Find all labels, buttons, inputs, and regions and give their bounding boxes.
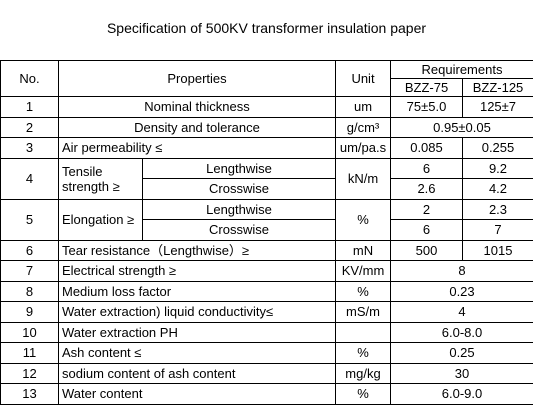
unit-cell: um <box>335 96 391 118</box>
value-cell: 30 <box>390 362 533 384</box>
property-cell: sodium content of ash content <box>58 362 336 384</box>
number-cell: 4 <box>0 157 59 200</box>
value-cell: 0.95±0.05 <box>390 116 533 138</box>
value-cell: 6 <box>390 219 463 241</box>
property-cell: Tensile strength ≥ <box>58 157 143 200</box>
direction-cell: Lengthwise <box>142 198 336 220</box>
number-cell: 10 <box>0 321 59 343</box>
table-row: 4 Tensile strength ≥ Lengthwise kN/m 6 9.2 <box>0 157 533 200</box>
table-row: 10 Water extraction PH 6.0-8.0 <box>0 321 533 343</box>
value-cell: 6.0-9.0 <box>390 383 533 405</box>
value-cell: 7 <box>462 219 533 241</box>
property-cell: Nominal thickness <box>58 96 336 118</box>
value-cell: 2 <box>390 198 463 220</box>
title: Specification of 500KV transformer insul… <box>106 20 427 36</box>
value-cell: 8 <box>390 260 533 282</box>
header-cell: Requirements <box>390 60 533 79</box>
header-cell: No. <box>0 60 59 97</box>
unit-cell: KV/mm <box>335 260 391 282</box>
unit-cell: um/pa.s <box>335 137 391 159</box>
table-row: 11 Ash content ≤% 0.25 <box>0 342 533 364</box>
property-cell: Tear resistance（Lengthwise）≥ <box>58 239 336 261</box>
direction-cell: Lengthwise <box>142 157 336 179</box>
table-row: 1 Nominal thickness um 75±5.0 125±7 <box>0 96 533 118</box>
value-cell: 1015 <box>462 239 533 261</box>
number-cell: 5 <box>0 198 59 241</box>
direction-cell: Crosswise <box>142 219 336 241</box>
value-cell: 6.0-8.0 <box>390 321 533 343</box>
unit-cell: kN/m <box>335 157 391 200</box>
value-cell: 9.2 <box>462 157 533 179</box>
unit-cell: % <box>335 198 391 241</box>
property-cell: Density and tolerance <box>58 116 336 138</box>
unit-cell: mN <box>335 239 391 261</box>
number-cell: 8 <box>0 280 59 302</box>
property-cell: Water extraction) liquid conductivity≤ <box>58 301 336 323</box>
header-cell: BZZ-75 <box>390 78 463 97</box>
property-cell: Air permeability ≤ <box>58 137 336 159</box>
value-cell: 4.2 <box>462 178 533 200</box>
unit-cell <box>335 321 391 343</box>
number-cell: 3 <box>0 137 59 159</box>
value-cell: 0.25 <box>390 342 533 364</box>
unit-cell: % <box>335 342 391 364</box>
value-cell: 0.23 <box>390 280 533 302</box>
value-cell: 6 <box>390 157 463 179</box>
number-cell: 11 <box>0 342 59 364</box>
property-cell: Elongation ≥ <box>58 198 143 241</box>
property-cell: Medium loss factor <box>58 280 336 302</box>
table-row: 2 Density and tolerance g/cm³ 0.95±0.05 <box>0 116 533 138</box>
number-cell: 9 <box>0 301 59 323</box>
property-cell: Water extraction PH <box>58 321 336 343</box>
unit-cell: mg/kg <box>335 362 391 384</box>
table-row: 3 Air permeability ≤ um/pa.s 0.085 0.255 <box>0 137 533 159</box>
table-row: 9 Water extraction) liquid conductivity≤ m… <box>0 301 533 323</box>
value-cell: 2.6 <box>390 178 463 200</box>
value-cell: 0.085 <box>390 137 463 159</box>
spec-table: No. Properties Unit Requirements BZZ-75 BZZ-1… <box>0 60 533 405</box>
property-cell: Ash content ≤ <box>58 342 336 364</box>
table-row: 6 Tear resistance（Lengthwise）≥ mN 500 1015 <box>0 239 533 261</box>
value-cell: 75±5.0 <box>390 96 463 118</box>
value-cell: 500 <box>390 239 463 261</box>
table-row: 8 Medium loss factor% 0.23 <box>0 280 533 302</box>
header-cell: Unit <box>335 60 391 97</box>
number-cell: 2 <box>0 116 59 138</box>
unit-cell: % <box>335 280 391 302</box>
value-cell: 4 <box>390 301 533 323</box>
direction-cell: Crosswise <box>142 178 336 200</box>
unit-cell: mS/m <box>335 301 391 323</box>
number-cell: 1 <box>0 96 59 118</box>
table-row: 12 sodium content of ash content mg/kg 30 <box>0 362 533 384</box>
table-row: No. Properties Unit Requirements <box>0 60 533 97</box>
header-cell: BZZ-125 <box>462 78 533 97</box>
table-row: 13 Water content% 6.0-9.0 <box>0 383 533 405</box>
number-cell: 7 <box>0 260 59 282</box>
table-row: 5 Elongation ≥ Lengthwise% 2 2.3 <box>0 198 533 241</box>
value-cell: 0.255 <box>462 137 533 159</box>
unit-cell: % <box>335 383 391 405</box>
number-cell: 12 <box>0 362 59 384</box>
unit-cell: g/cm³ <box>335 116 391 138</box>
value-cell: 125±7 <box>462 96 533 118</box>
value-cell: 2.3 <box>462 198 533 220</box>
header-cell: Properties <box>58 60 336 97</box>
property-cell: Electrical strength ≥ <box>58 260 336 282</box>
property-cell: Water content <box>58 383 336 405</box>
table-row: 7 Electrical strength ≥ KV/mm 8 <box>0 260 533 282</box>
number-cell: 13 <box>0 383 59 405</box>
number-cell: 6 <box>0 239 59 261</box>
